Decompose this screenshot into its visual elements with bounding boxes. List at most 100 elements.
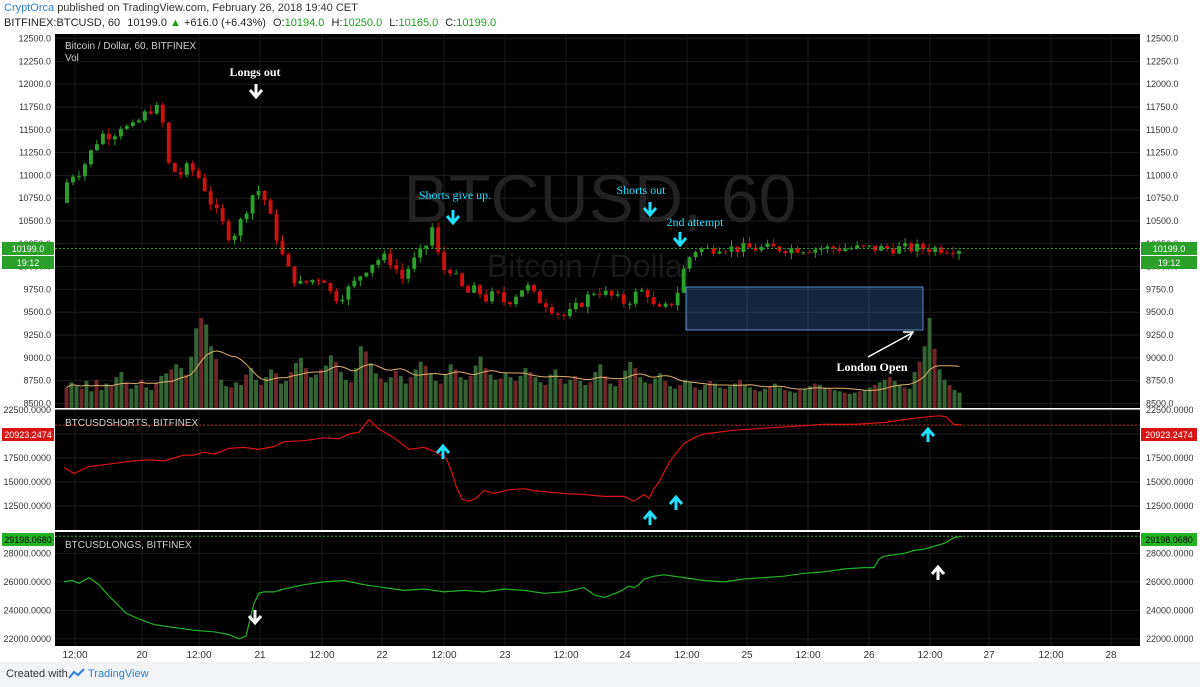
created-with-text: Created with xyxy=(6,668,68,680)
x-tick-label: 12:00 xyxy=(917,650,942,661)
y-tick-label: 26000.0000 xyxy=(1146,577,1194,587)
candle-body xyxy=(77,176,81,178)
candle-body xyxy=(88,150,93,165)
annotation-shorts-out: Shorts out xyxy=(616,183,666,197)
volume-bar xyxy=(698,390,703,408)
candle-body xyxy=(172,162,177,173)
volume-bar xyxy=(752,390,757,408)
candle-body xyxy=(951,252,955,254)
last-price-tag-left: 10199.0 xyxy=(2,242,54,255)
candle-body xyxy=(639,290,644,292)
volume-bar xyxy=(723,388,728,408)
y-tick-label: 28000.0000 xyxy=(3,548,51,558)
volume-bar xyxy=(418,361,423,408)
volume-bar xyxy=(313,374,318,408)
volume-bar xyxy=(817,384,822,408)
volume-bar xyxy=(423,365,428,408)
volume-bar xyxy=(797,390,802,408)
candle-body xyxy=(555,313,560,315)
volume-bar xyxy=(79,388,84,408)
volume-bar xyxy=(179,368,184,408)
volume-bar xyxy=(94,379,99,408)
tradingview-link[interactable]: TradingView xyxy=(88,668,149,680)
volume-bar xyxy=(792,392,797,408)
candle-body xyxy=(502,292,506,303)
volume-bar xyxy=(937,369,942,408)
y-tick-label: 15000.0000 xyxy=(1146,477,1194,487)
candle-body xyxy=(244,213,249,220)
candle-body xyxy=(597,293,602,295)
watermark: BTCUSD, 60 Bitcoin / Dollar xyxy=(404,161,797,284)
volume-bar xyxy=(747,387,752,408)
volume-bar xyxy=(254,379,259,408)
volume-bar xyxy=(578,381,583,408)
volume-bar xyxy=(498,378,503,408)
candle-body xyxy=(160,104,165,123)
candle-body xyxy=(735,246,740,253)
candle-body xyxy=(579,302,584,307)
y-tick-label: 10500.0 xyxy=(1146,216,1179,226)
volume-bar xyxy=(483,368,488,408)
y-tick-label: 24000.0000 xyxy=(1146,605,1194,615)
longs-panel[interactable] xyxy=(55,532,1140,646)
candle-body xyxy=(412,257,417,269)
close-value: 10199.0 xyxy=(456,17,497,29)
volume-label: Vol xyxy=(65,53,79,64)
countdown-tag-right: 19:12 xyxy=(1141,256,1197,269)
volume-bar xyxy=(473,365,478,408)
candle-body xyxy=(879,245,884,251)
y-tick-label: 24000.0000 xyxy=(3,605,51,615)
arrow-down-icon xyxy=(247,610,263,626)
x-tick-label: 12:00 xyxy=(553,650,578,661)
volume-bar xyxy=(827,388,832,408)
volume-bar xyxy=(229,387,234,408)
volume-bar xyxy=(508,377,513,408)
candle-body xyxy=(112,136,117,140)
volume-bar xyxy=(882,379,887,408)
last-price-tag-right-text: 10199.0 xyxy=(1153,244,1186,254)
candle-body xyxy=(83,164,87,177)
volume-bar xyxy=(234,382,239,408)
volume-bar xyxy=(129,388,134,408)
x-tick-label: 12:00 xyxy=(795,650,820,661)
volume-bar xyxy=(518,375,523,408)
x-tick-label: 12:00 xyxy=(186,650,211,661)
price-panel-title: Bitcoin / Dollar, 60, BITFINEX xyxy=(65,41,196,52)
shorts-value-tag-right: 20923.2474 xyxy=(1141,428,1197,441)
x-tick-label: 12:00 xyxy=(309,650,334,661)
volume-bar xyxy=(393,370,398,408)
chart-container[interactable]: BTCUSD, 60 Bitcoin / Dollar 12500.0 12500… xyxy=(0,32,1200,662)
chart-svg[interactable]: BTCUSD, 60 Bitcoin / Dollar 12500.0 12500… xyxy=(0,32,1200,662)
candle-body xyxy=(268,200,273,214)
candle-body xyxy=(813,249,818,253)
volume-bar xyxy=(388,377,393,408)
x-tick-label: 12:00 xyxy=(1038,650,1063,661)
author-link[interactable]: CryptOrca xyxy=(4,2,55,14)
volume-bar xyxy=(738,379,742,408)
volume-bar xyxy=(588,382,593,408)
candle-body xyxy=(795,248,800,253)
x-tick-label: 23 xyxy=(499,650,511,661)
annotation-2nd-attempt: 2nd attempt xyxy=(667,215,725,229)
shorts-panel[interactable] xyxy=(55,410,1140,530)
candle-body xyxy=(837,248,842,252)
volume-bar xyxy=(493,379,498,408)
volume-bar xyxy=(224,386,229,408)
x-tick-label: 21 xyxy=(254,650,266,661)
candle-body xyxy=(316,279,321,281)
last-price-tag-left-text: 10199.0 xyxy=(12,244,45,254)
candle-body xyxy=(549,307,554,314)
x-tick-label: 24 xyxy=(619,650,631,661)
volume-bar xyxy=(348,382,353,408)
last-price-tag-right: 10199.0 xyxy=(1141,242,1197,255)
candle-body xyxy=(675,292,680,306)
candle-body xyxy=(71,176,75,183)
volume-bar xyxy=(214,359,219,408)
candle-body xyxy=(388,253,393,265)
candle-body xyxy=(484,294,489,302)
candle-body xyxy=(645,290,650,298)
volume-bar xyxy=(428,373,433,408)
candle-body xyxy=(454,273,459,275)
volume-bar xyxy=(583,384,588,408)
volume-bar xyxy=(64,387,69,408)
